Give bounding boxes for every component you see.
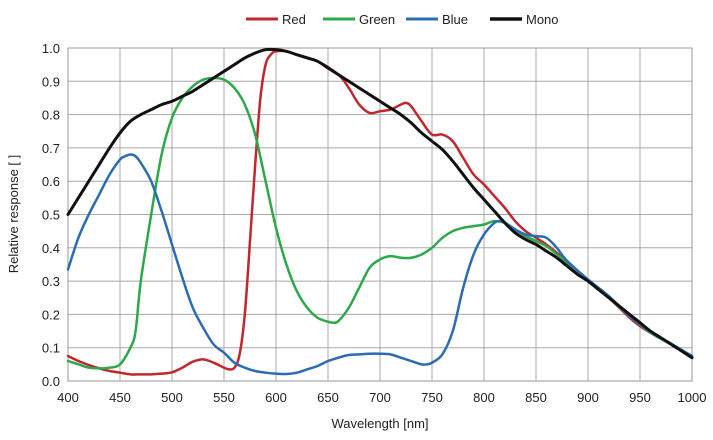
- legend-label-blue: Blue: [442, 12, 468, 27]
- y-axis-ticks: 0.0 0.1 0.2 0.3 0.4 0.5 0.6 0.7 0.8 0.9 1.0: [42, 41, 60, 389]
- x-tick-label: 500: [161, 390, 183, 405]
- y-tick-label: 0.0: [42, 374, 60, 389]
- y-tick-label: 0.9: [42, 74, 60, 89]
- y-axis-title: Relative response [ ]: [6, 155, 21, 274]
- series-line-red: [66, 49, 694, 376]
- x-tick-label: 900: [577, 390, 599, 405]
- x-tick-label: 950: [629, 390, 651, 405]
- x-tick-label: 750: [421, 390, 443, 405]
- x-tick-label: 400: [57, 390, 79, 405]
- x-axis-ticks: 400 450 500 550 600 650 700 750 800 850 900 950 1000: [57, 390, 706, 405]
- y-tick-label: 0.8: [42, 108, 60, 123]
- y-tick-label: 0.4: [42, 241, 60, 256]
- x-tick-label: 450: [109, 390, 131, 405]
- legend-label-mono: Mono: [526, 12, 559, 27]
- legend-label-green: Green: [359, 12, 395, 27]
- y-tick-label: 0.7: [42, 141, 60, 156]
- x-tick-label: 1000: [678, 390, 707, 405]
- series-line-blue: [66, 153, 694, 376]
- series-line-mono: [66, 47, 694, 360]
- y-tick-label: 0.1: [42, 341, 60, 356]
- x-tick-label: 550: [213, 390, 235, 405]
- y-tick-label: 1.0: [42, 41, 60, 56]
- y-tick-label: 0.3: [42, 274, 60, 289]
- series-lines: [66, 47, 694, 376]
- legend-label-red: Red: [282, 12, 306, 27]
- x-tick-label: 850: [525, 390, 547, 405]
- legend: Red Green Blue Mono: [246, 12, 559, 27]
- x-tick-label: 600: [265, 390, 287, 405]
- x-axis-title: Wavelength [nm]: [331, 416, 428, 431]
- y-tick-label: 0.2: [42, 307, 60, 322]
- x-tick-label: 700: [369, 390, 391, 405]
- y-tick-label: 0.5: [42, 208, 60, 223]
- x-tick-label: 800: [473, 390, 495, 405]
- y-tick-label: 0.6: [42, 174, 60, 189]
- x-tick-label: 650: [317, 390, 339, 405]
- series-line-green: [66, 76, 694, 370]
